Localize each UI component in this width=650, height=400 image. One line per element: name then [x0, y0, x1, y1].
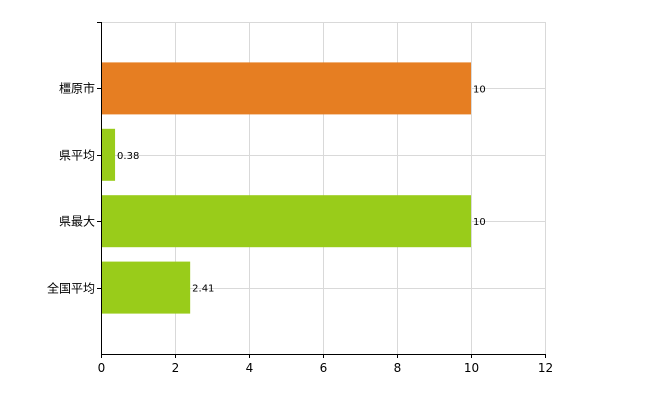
axes [97, 22, 546, 358]
x-tick-label: 0 [98, 361, 106, 375]
data-label: 2.41 [192, 284, 214, 295]
bar [101, 62, 471, 115]
x-tick-label: 6 [320, 361, 328, 375]
category-label: 全国平均 [47, 281, 95, 296]
data-label: 0.38 [117, 151, 139, 162]
x-tick-label: 12 [538, 361, 553, 375]
category-label: 県最大 [59, 215, 95, 229]
category-label: 橿原市 [59, 81, 95, 96]
category-label: 県平均 [59, 149, 95, 163]
x-tick-label: 4 [246, 361, 254, 375]
bar [101, 261, 191, 314]
bars [101, 62, 471, 314]
data-label: 10 [473, 84, 486, 95]
bar [101, 195, 471, 248]
bar [101, 128, 116, 181]
data-label: 10 [473, 217, 486, 228]
x-tick-label: 10 [464, 361, 479, 375]
x-tick-label: 2 [172, 361, 180, 375]
x-tick-label: 8 [394, 361, 402, 375]
